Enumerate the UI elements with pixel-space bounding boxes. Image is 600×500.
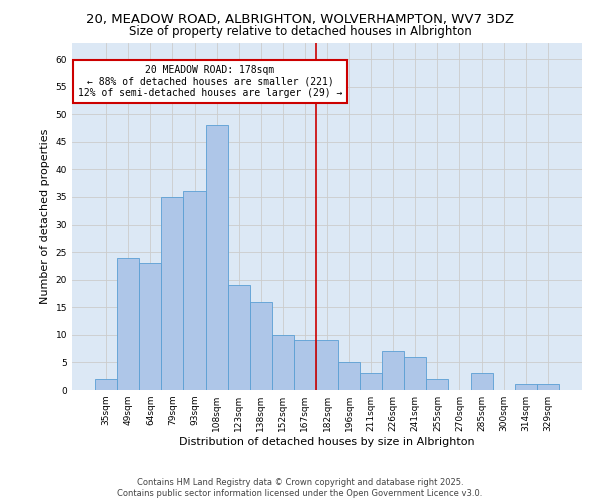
X-axis label: Distribution of detached houses by size in Albrighton: Distribution of detached houses by size … (179, 437, 475, 447)
Bar (382, 352, 404, 390)
Bar (139, 263, 161, 390)
Bar (427, 379, 448, 390)
Bar (227, 285, 250, 390)
Bar (272, 335, 294, 390)
Bar (117, 258, 139, 390)
Bar (338, 362, 360, 390)
Bar (360, 374, 382, 390)
Bar (161, 197, 184, 390)
Bar (294, 340, 316, 390)
Text: 20, MEADOW ROAD, ALBRIGHTON, WOLVERHAMPTON, WV7 3DZ: 20, MEADOW ROAD, ALBRIGHTON, WOLVERHAMPT… (86, 12, 514, 26)
Bar (404, 357, 427, 390)
Bar (206, 125, 227, 390)
Bar (184, 192, 206, 390)
Bar (316, 340, 338, 390)
Bar (515, 384, 537, 390)
Bar (250, 302, 272, 390)
Text: Size of property relative to detached houses in Albrighton: Size of property relative to detached ho… (128, 25, 472, 38)
Bar (537, 384, 559, 390)
Y-axis label: Number of detached properties: Number of detached properties (40, 128, 50, 304)
Bar (95, 379, 117, 390)
Text: 20 MEADOW ROAD: 178sqm
← 88% of detached houses are smaller (221)
12% of semi-de: 20 MEADOW ROAD: 178sqm ← 88% of detached… (78, 64, 342, 98)
Bar (470, 374, 493, 390)
Text: Contains HM Land Registry data © Crown copyright and database right 2025.
Contai: Contains HM Land Registry data © Crown c… (118, 478, 482, 498)
